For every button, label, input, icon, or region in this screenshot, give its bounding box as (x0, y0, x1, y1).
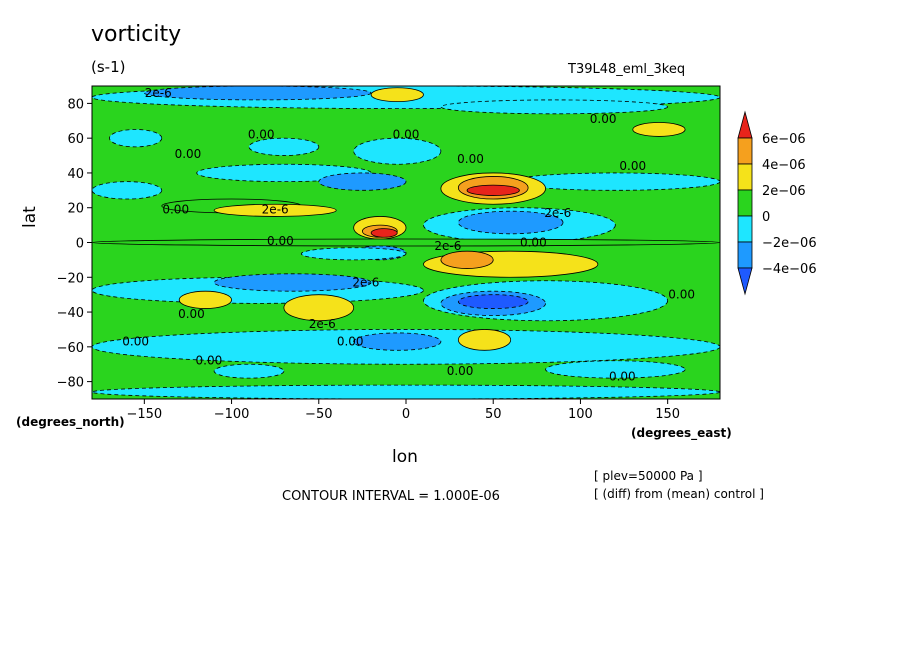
contour-label-19: 0.00 (196, 354, 223, 368)
colorbar-label-1: 4e−06 (762, 158, 806, 173)
contour-label-17: 0.00 (122, 335, 149, 349)
contour-label-20: 0.00 (447, 364, 474, 378)
field-feature-14 (466, 184, 520, 196)
colorbar-label-4: −2e−06 (762, 236, 817, 251)
y-tick-label-5: −20 (57, 271, 84, 286)
x-tick-label-6: 150 (655, 407, 680, 422)
contour-label-21: 0.00 (609, 369, 636, 383)
x-tick-label-0: −150 (126, 407, 162, 422)
contour-label-18: 0.00 (337, 335, 364, 349)
colorbar-segment-4 (737, 215, 753, 243)
colorbar-label-0: 6e−06 (762, 132, 806, 147)
field-feature-3 (370, 87, 424, 103)
colorbar-segment-3 (737, 189, 753, 217)
y-axis: 80 60 40 20 0 −20 −40 −60 −80 (57, 97, 92, 391)
contour-interval: CONTOUR INTERVAL = 1.000E-06 (282, 489, 500, 504)
chart-title: vorticity (91, 22, 182, 47)
plev-note: [ plev=50000 Pa ] (594, 469, 703, 483)
colorbar-segment-5 (737, 241, 753, 269)
contour-label-15: 0.00 (178, 307, 205, 321)
y-axis-units: (degrees_north) (16, 415, 125, 429)
colorbar-top-triangle (737, 110, 753, 139)
field-feature-22 (92, 238, 720, 247)
field-feature-6 (248, 137, 320, 156)
contour-label-0: 2e-6 (145, 86, 172, 100)
x-tick-label-2: −50 (305, 407, 332, 422)
field-feature-5 (109, 129, 163, 148)
contour-label-7: 0.00 (162, 202, 189, 216)
run-label: T39L48_eml_3keq (568, 62, 686, 77)
field-feature-1 (143, 86, 372, 101)
y-tick-label-2: 40 (67, 167, 84, 182)
field-feature-10 (92, 181, 163, 200)
colorbar: 6e−06 4e−06 2e−06 0 −2e−06 −4e−06 (737, 110, 817, 296)
field-feature-37 (92, 384, 720, 399)
contour-label-14: 0.00 (668, 288, 695, 302)
y-tick-label-0: 80 (67, 97, 84, 112)
colorbar-label-3: 0 (762, 210, 770, 225)
y-tick-label-8: −80 (57, 376, 84, 391)
x-axis: −150 −100 −50 0 50 100 150 (126, 399, 680, 422)
contour-label-12: 0.00 (520, 236, 547, 250)
field-feature-7 (353, 137, 442, 165)
y-tick-label-4: 0 (76, 237, 84, 252)
x-tick-label-3: 0 (402, 407, 410, 422)
field-feature-11 (318, 172, 407, 191)
contour-label-6: 0.00 (619, 159, 646, 173)
field-feature-39 (213, 363, 285, 379)
diff-note: [ (diff) from (mean) control ] (594, 487, 764, 501)
field-feature-33 (283, 294, 355, 322)
field-feature-31 (457, 294, 529, 309)
chart-units: (s-1) (91, 58, 126, 76)
field-feature-2 (440, 99, 669, 115)
field-feature-21 (370, 228, 398, 238)
field-feature-28 (213, 273, 372, 292)
x-tick-label-5: 100 (568, 407, 593, 422)
contour-label-2: 0.00 (248, 128, 275, 142)
field-feature-35 (457, 329, 512, 351)
x-tick-label-4: 50 (485, 407, 502, 422)
y-tick-label-6: −40 (57, 306, 84, 321)
colorbar-segment-2 (737, 163, 753, 191)
colorbar-segment-1 (737, 137, 753, 165)
field-feature-24 (300, 247, 407, 261)
colorbar-bottom-triangle (737, 267, 753, 296)
contour-label-9: 2e-6 (544, 206, 571, 220)
contour-label-11: 2e-6 (434, 239, 461, 253)
field-feature-4 (632, 122, 686, 137)
field-feature-32 (178, 290, 232, 309)
field-feature-16 (213, 203, 337, 217)
field-feature-26 (440, 250, 494, 269)
contour-label-16: 2e-6 (309, 317, 336, 331)
y-tick-label-3: 20 (67, 202, 84, 217)
y-tick-label-7: −60 (57, 341, 84, 356)
contour-label-10: 0.00 (267, 234, 294, 248)
x-axis-units: (degrees_east) (631, 426, 732, 440)
field-feature-36 (353, 332, 442, 351)
x-axis-label: lon (392, 447, 418, 467)
colorbar-label-5: −4e−06 (762, 262, 817, 277)
contour-label-4: 0.00 (175, 147, 202, 161)
contour-label-5: 0.00 (457, 152, 484, 166)
field-feature-38 (545, 360, 686, 379)
x-tick-label-1: −100 (214, 407, 250, 422)
contour-labels: 2e-60.000.00 0.000.00 0.00 0.000.00 2e-6 2e-6… (122, 86, 695, 383)
y-tick-label-1: 60 (67, 132, 84, 147)
contour-label-8: 2e-6 (262, 202, 289, 216)
contour-label-1: 0.00 (590, 112, 617, 126)
vorticity-field (92, 86, 720, 399)
contour-label-13: 2e-6 (352, 275, 379, 289)
colorbar-label-2: 2e−06 (762, 184, 806, 199)
field-feature-18 (457, 210, 564, 235)
contour-label-3: 0.00 (393, 128, 420, 142)
y-axis-label: lat (20, 206, 40, 228)
